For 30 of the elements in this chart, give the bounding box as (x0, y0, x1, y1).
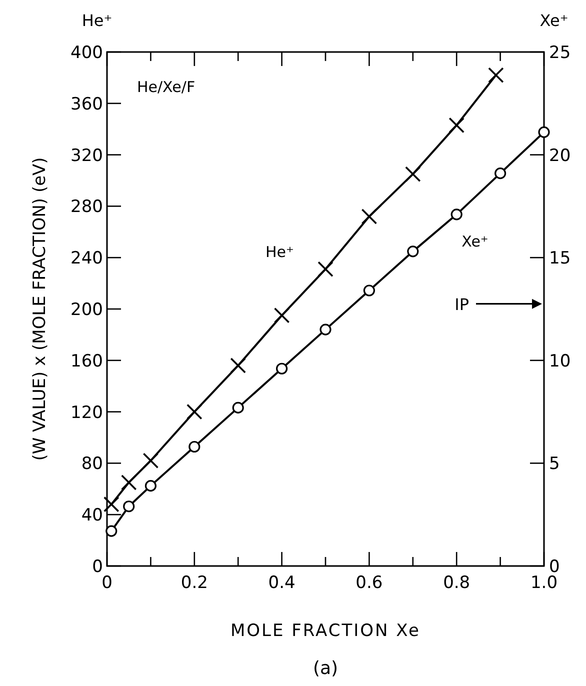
y-tick-label: 40 (81, 506, 103, 526)
y-tick-label: 280 (70, 197, 103, 218)
y-axis-title: (W VALUE) x (MOLE FRACTION) (eV) (30, 157, 50, 461)
x-tick-label: 0.8 (443, 573, 470, 593)
text: He⁺ (82, 11, 112, 30)
annotation: He/Xe/F (137, 78, 196, 96)
y-tick-label: 360 (70, 94, 103, 114)
x-tick-label: 0.4 (268, 573, 296, 593)
y2-tick-label: 10 (549, 351, 571, 372)
y-tick-label: 240 (70, 248, 103, 269)
series-label: He⁺ (266, 243, 294, 262)
y-tick-label: 80 (81, 454, 103, 474)
y-tick-label: 120 (70, 402, 103, 423)
y-tick-label: 400 (70, 43, 103, 63)
x-tick-label: 0.2 (180, 573, 208, 593)
y-tick-label: 200 (70, 300, 103, 320)
y2-tick-label: 20 (549, 146, 571, 166)
x-tick-label: 0.6 (356, 573, 383, 593)
y2-tick-label: 25 (549, 43, 571, 63)
y2-tick-label: 5 (549, 454, 560, 474)
x-axis-title: MOLE FRACTION Xe (230, 621, 421, 641)
x-tick-label: 1.0 (530, 573, 558, 593)
y-tick-label: 320 (70, 146, 103, 166)
y2-tick-label: 15 (549, 248, 571, 269)
text: (a) (312, 658, 338, 679)
annotation: IP (454, 294, 470, 314)
series-label: Xe⁺ (462, 232, 488, 250)
y-tick-label: 160 (70, 351, 103, 372)
y-tick-label: 0 (92, 557, 103, 577)
y2-axis-title: Xe⁺ (540, 11, 568, 30)
